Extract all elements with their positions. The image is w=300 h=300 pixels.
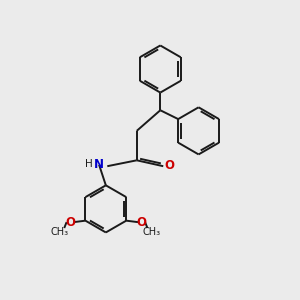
Text: O: O [136, 216, 146, 229]
Text: N: N [94, 158, 104, 171]
Text: O: O [65, 216, 75, 229]
Text: H: H [85, 159, 93, 169]
Text: CH₃: CH₃ [143, 227, 161, 237]
Text: CH₃: CH₃ [51, 227, 69, 237]
Text: O: O [165, 159, 175, 172]
